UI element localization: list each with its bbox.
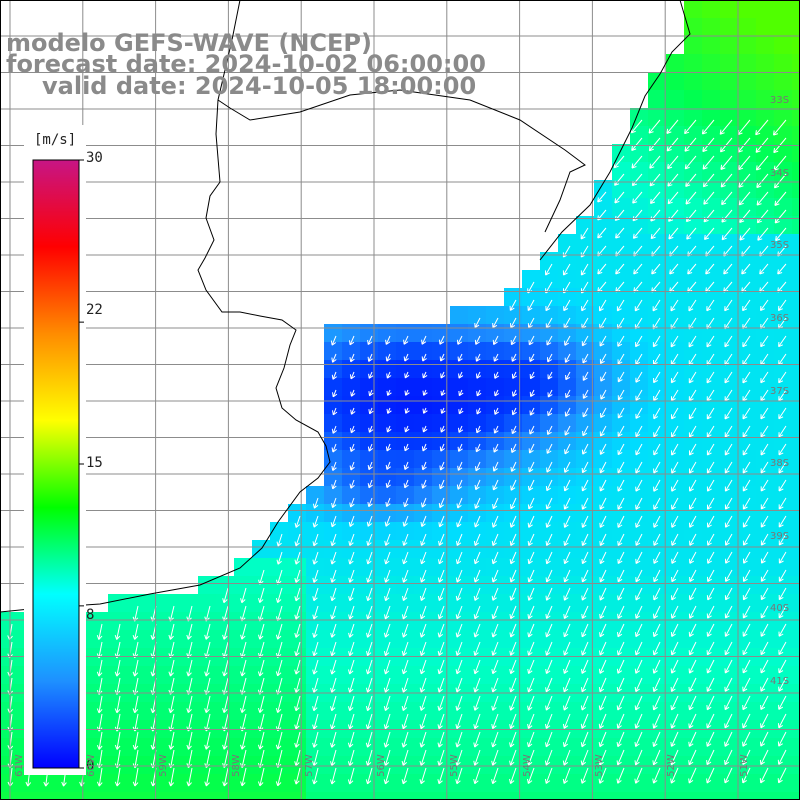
lon-label: 54W: [521, 754, 533, 777]
lat-label: 35S: [770, 240, 790, 251]
lat-label: 34S: [770, 168, 790, 179]
lon-label: 57W: [303, 754, 315, 777]
colorbar: [32, 159, 80, 769]
colorbar-tick-22: 22: [86, 302, 103, 318]
colorbar-tick-0: 0: [86, 758, 95, 774]
border-line: [217, 89, 586, 233]
valid-date: valid date: 2024-10-05 18:00:00: [42, 72, 477, 100]
forecast-date: forecast date: 2024-10-02 06:00:00: [6, 50, 486, 78]
lon-label: 56W: [375, 754, 387, 777]
lat-label: 40S: [770, 603, 790, 614]
lat-label: 33S: [770, 95, 790, 106]
lat-label: 36S: [770, 313, 790, 324]
model-title: modelo GEFS-WAVE (NCEP): [6, 29, 372, 57]
lon-label: 59W: [157, 754, 169, 777]
lat-label: 37S: [770, 386, 790, 397]
lon-label: 52W: [665, 754, 677, 777]
lon-label: 58W: [230, 754, 242, 777]
lon-label: 61W: [13, 754, 25, 777]
colorbar-units: [m/s]: [34, 132, 77, 148]
colorbar-tick-8: 8: [86, 607, 95, 623]
coastline: [0, 0, 691, 613]
lat-label: 41S: [770, 676, 790, 687]
lon-label: 51W: [738, 754, 750, 777]
lon-label: 55W: [448, 754, 460, 777]
colorbar-tick-30: 30: [86, 150, 103, 166]
lat-label: 39S: [770, 531, 790, 542]
lon-label: 53W: [593, 754, 605, 777]
lat-label: 38S: [770, 458, 790, 469]
lon-label: 60W: [85, 754, 97, 777]
colorbar-tick-15: 15: [86, 455, 103, 471]
